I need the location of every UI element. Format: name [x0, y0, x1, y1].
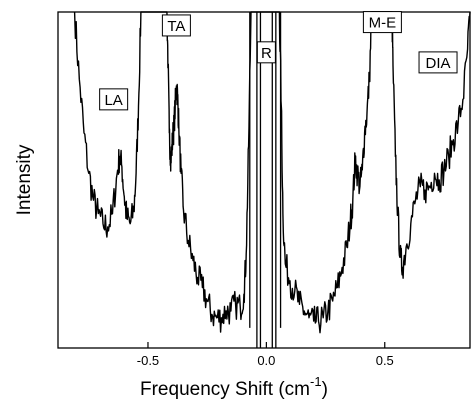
- y-axis-title: Intensity: [14, 144, 35, 215]
- peak-label-box: [99, 88, 129, 111]
- peak-label-r: R: [256, 41, 276, 64]
- peak-label-ta: TA: [161, 14, 191, 37]
- annotations-group: LA TA R M-E DIA: [99, 11, 458, 111]
- peak-label-text: M-E: [369, 15, 397, 32]
- peak-label-text: TA: [167, 18, 185, 35]
- peak-label-box: [256, 41, 276, 64]
- peak-label-box: [418, 51, 458, 74]
- x-tick-label: -0.5: [137, 353, 159, 368]
- peak-label-me: M-E: [362, 11, 402, 34]
- spectrum-line: [73, 11, 471, 334]
- x-tick-label: 0.0: [257, 353, 275, 368]
- x-axis-title-end: ): [322, 379, 328, 400]
- peak-label-box: [362, 11, 402, 34]
- peak-label-dia: DIA: [418, 51, 458, 74]
- x-axis-title-sup: -1: [310, 374, 322, 389]
- x-axis-title: Frequency Shift (cm-1): [140, 374, 328, 400]
- x-ticks-group: -0.5 0.0 0.5: [137, 342, 394, 368]
- peak-label-text: R: [261, 45, 272, 62]
- peak-label-box: [161, 14, 191, 37]
- x-tick-label: 0.5: [376, 353, 394, 368]
- peak-label-text: DIA: [426, 55, 451, 72]
- x-axis-title-main: Frequency Shift (cm: [140, 379, 310, 400]
- peak-label-la: LA: [99, 88, 129, 111]
- peak-label-text: LA: [104, 92, 122, 109]
